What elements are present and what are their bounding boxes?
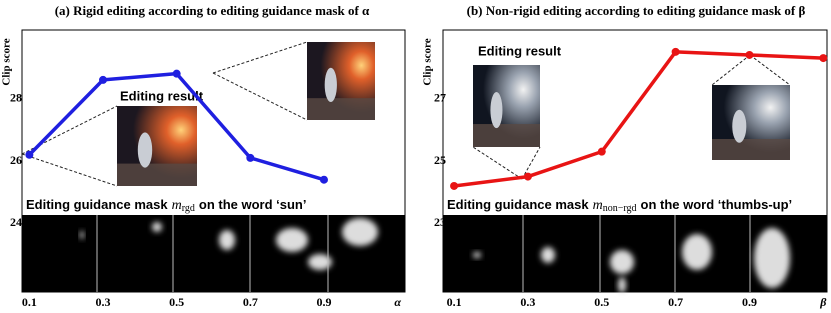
mask-blob [342,218,378,246]
x-tick-label: 0.9 [742,295,757,309]
callout-line [749,54,791,86]
y-tick-label: 25 [434,153,446,167]
data-point [319,175,328,184]
caption-suffix: on the word ‘sun’ [199,197,307,212]
x-tick-label: 0.3 [96,295,111,309]
data-point [523,172,532,181]
inset-figure [137,132,153,168]
caption-symbol: m [593,198,603,213]
callout-line [472,146,523,180]
callout-line [521,146,541,180]
mask-blob [682,234,712,270]
data-point [819,54,828,63]
x-tick-label: 0.1 [447,295,462,309]
caption-subscript: non−rgd [603,203,637,214]
data-point [246,153,255,162]
mask-blob [610,250,634,274]
x-tick-label: 0.9 [316,295,331,309]
inset-ground [473,124,540,147]
x-tick-label: 0.7 [668,295,683,309]
caption-suffix: on the word ‘thumbs-up’ [641,197,793,212]
callout-line [212,72,308,121]
data-point [671,47,680,56]
x-tick-label: 0.5 [169,295,184,309]
x-tick-label: 0.7 [243,295,258,309]
x-tick-label: β [819,295,827,309]
inset-figure [490,92,503,129]
data-point [450,181,459,190]
x-tick-label: 0.3 [520,295,535,309]
mask-blob [541,247,555,263]
data-point [99,75,108,84]
x-tick-label: 0.5 [594,295,609,309]
inset-ground [117,163,197,186]
mask-blob [80,231,84,239]
y-tick-label: 26 [10,153,22,167]
line-series [453,50,824,188]
mask-caption: Editing guidance mask mrgd on the word ‘su… [26,197,306,214]
data-point [25,150,34,159]
mask-blob [473,252,481,258]
chart-title: (b) Non-rigid editing according to editi… [467,3,806,18]
mask-caption: Editing guidance mask mnon−rgd on the word… [447,197,792,214]
inset-ground [712,139,790,160]
inset-ground [307,98,375,120]
data-point [597,147,606,156]
caption-symbol: m [172,198,182,213]
callout-line [212,41,308,74]
caption-subscript: rgd [182,203,195,214]
inset-figure [324,67,337,103]
y-tick-label: 28 [10,90,22,104]
mask-blob [754,228,790,288]
x-tick-label: 0.1 [22,295,37,309]
mask-blob [152,222,162,232]
data-point [745,50,754,59]
mask-blob [618,277,626,293]
mask-blob [219,230,235,250]
caption-prefix: Editing guidance mask [26,197,168,212]
data-point [172,69,181,78]
inset-figure [732,109,747,143]
mask-blob [308,254,332,270]
mask-strip [22,215,405,292]
y-tick-label: 24 [10,215,22,229]
y-tick-label: 27 [434,90,446,104]
y-axis-label: Clip score [422,38,434,85]
x-tick-label: α [394,295,401,309]
caption-prefix: Editing guidance mask [447,197,589,212]
callout-line [21,153,118,187]
mask-blob [276,228,308,252]
chart-title: (a) Rigid editing according to editing g… [55,3,370,18]
callout-line [711,54,751,86]
inset-label: Editing result [120,88,204,103]
inset-label: Editing result [478,43,562,58]
y-axis-label: Clip score [1,38,13,85]
